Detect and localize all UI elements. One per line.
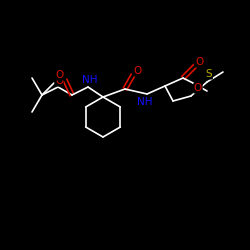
Text: NH: NH xyxy=(137,97,153,107)
Text: O: O xyxy=(194,83,202,93)
Text: O: O xyxy=(195,57,203,67)
Text: O: O xyxy=(55,76,63,86)
Text: S: S xyxy=(206,69,212,79)
Text: O: O xyxy=(133,66,141,76)
Text: NH: NH xyxy=(82,75,98,85)
Text: O: O xyxy=(56,70,64,80)
